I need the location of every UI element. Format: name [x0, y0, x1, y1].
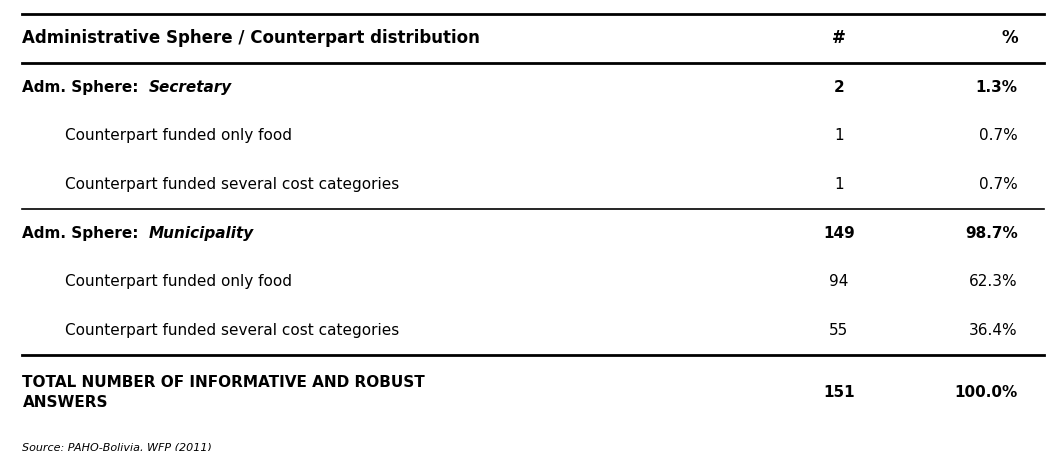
Text: #: # — [832, 29, 846, 47]
Text: 94: 94 — [829, 274, 848, 289]
Text: 55: 55 — [829, 323, 848, 338]
Text: Counterpart funded several cost categories: Counterpart funded several cost categori… — [64, 323, 399, 338]
Text: Adm. Sphere:: Adm. Sphere: — [22, 79, 145, 95]
Text: Counterpart funded only food: Counterpart funded only food — [64, 128, 291, 143]
Text: %: % — [1001, 29, 1018, 47]
Text: Municipality: Municipality — [149, 226, 253, 240]
Text: 0.7%: 0.7% — [979, 177, 1018, 192]
Text: 151: 151 — [823, 385, 854, 400]
Text: 1: 1 — [834, 177, 844, 192]
Text: 1.3%: 1.3% — [976, 79, 1018, 95]
Text: 62.3%: 62.3% — [969, 274, 1018, 289]
Text: Administrative Sphere / Counterpart distribution: Administrative Sphere / Counterpart dist… — [22, 29, 480, 47]
Text: 1: 1 — [834, 128, 844, 143]
Text: 36.4%: 36.4% — [969, 323, 1018, 338]
Text: 98.7%: 98.7% — [965, 226, 1018, 240]
Text: Counterpart funded only food: Counterpart funded only food — [64, 274, 291, 289]
Text: Source: PAHO-Bolivia, WFP (2011): Source: PAHO-Bolivia, WFP (2011) — [22, 443, 212, 451]
Text: 149: 149 — [823, 226, 854, 240]
Text: Secretary: Secretary — [149, 79, 231, 95]
Text: 0.7%: 0.7% — [979, 128, 1018, 143]
Text: 100.0%: 100.0% — [955, 385, 1018, 400]
Text: TOTAL NUMBER OF INFORMATIVE AND ROBUST
ANSWERS: TOTAL NUMBER OF INFORMATIVE AND ROBUST A… — [22, 375, 426, 410]
Text: Adm. Sphere:: Adm. Sphere: — [22, 226, 145, 240]
Text: Counterpart funded several cost categories: Counterpart funded several cost categori… — [64, 177, 399, 192]
Text: 2: 2 — [833, 79, 844, 95]
